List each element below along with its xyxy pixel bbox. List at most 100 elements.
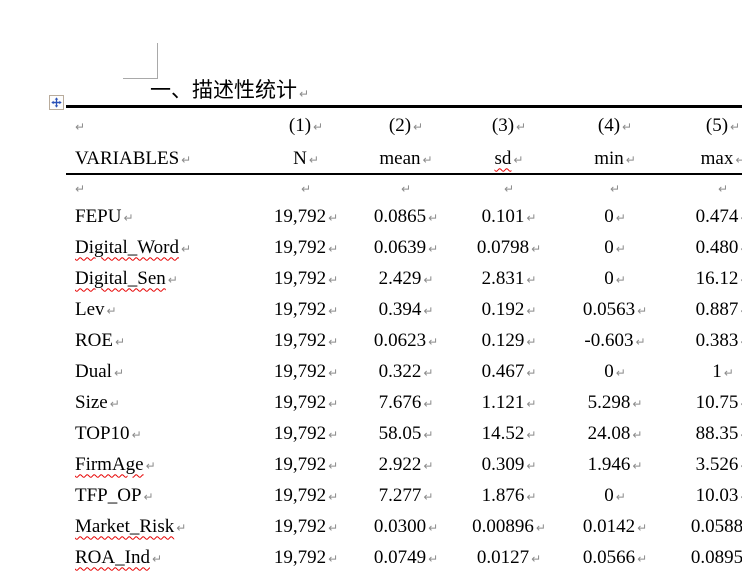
- cell-end-mark-icon: ↵: [535, 520, 546, 535]
- cell-end-mark-icon: ↵: [423, 396, 434, 411]
- cell-end-mark-icon: ↵: [423, 458, 434, 473]
- data-cell: 0.887↵: [668, 299, 742, 321]
- cell-end-mark-icon: ↵: [423, 427, 434, 442]
- cell-value: min: [594, 147, 624, 169]
- cell-value: 7.277: [378, 484, 422, 506]
- cell-value: 0.00896: [472, 515, 534, 537]
- cell-end-mark-icon: ↵: [413, 120, 424, 134]
- cell-value: 1.876: [481, 484, 525, 506]
- cell-value: 0: [604, 267, 614, 289]
- data-cell: 2.922 ↵: [356, 454, 456, 476]
- cell-end-mark-icon: ↵: [615, 210, 626, 225]
- data-cell: 0.0566 ↵: [562, 547, 668, 569]
- cell-end-mark-icon: ↵: [740, 486, 742, 508]
- row-label-cell: Market_Risk ↵: [66, 516, 256, 538]
- cell-value: 1: [712, 360, 722, 382]
- data-cell: 19,792 ↵: [256, 454, 356, 476]
- descriptive-stats-table[interactable]: ↵ (1) ↵ (2) ↵ (3) ↵ (4) ↵ (5) ↵ VARIABLES ↵ N ↵ mean ↵ sd…: [66, 105, 742, 573]
- row-label-text: TFP_OP: [75, 484, 142, 506]
- cell-end-mark-icon: ↵: [526, 427, 537, 442]
- cell-end-mark-icon: ↵: [308, 152, 319, 167]
- cell-value: 0.101: [481, 205, 525, 227]
- data-cell: 1.876 ↵: [456, 485, 562, 507]
- cell-value: 0.0798: [476, 236, 530, 258]
- table-row: ROA_Ind ↵ 19,792 ↵ 0.0749 ↵ 0.0127 ↵ 0.0566 ↵ 0.08…: [66, 542, 742, 573]
- table-row: TOP10↵19,792↵58.05↵14.52↵24.08↵88.35↵: [66, 418, 742, 449]
- cell-end-mark-icon: ↵: [328, 210, 339, 225]
- data-cell: 19,792 ↵: [256, 299, 356, 321]
- cell-end-mark-icon: ↵: [637, 551, 648, 566]
- row-label-cell: Digital_Word ↵: [66, 237, 256, 259]
- table-row: ROE↵19,792↵0.0623↵0.129↵-0.603↵0.383↵: [66, 325, 742, 356]
- row-label-text: Lev: [75, 298, 105, 320]
- cell-end-mark-icon: ↵: [740, 331, 742, 353]
- row-label-text: FirmAge: [75, 453, 144, 475]
- cell-end-mark-icon: ↵: [615, 489, 626, 504]
- data-cell: 7.277 ↵: [356, 485, 456, 507]
- cell-end-mark-icon: ↵: [740, 393, 742, 415]
- cell-end-mark-icon: ↵: [423, 489, 434, 504]
- cell-value: 2.429: [378, 267, 422, 289]
- data-cell: 0.467 ↵: [456, 361, 562, 383]
- table-row: Digital_Sen↵19,792↵2.429↵2.831↵0↵16.12↵: [66, 263, 742, 294]
- cell-end-mark-icon: ↵: [428, 334, 439, 349]
- cell-end-mark-icon: ↵: [526, 365, 537, 380]
- data-cell: 0.0127 ↵: [456, 547, 562, 569]
- data-cell: 0.0563 ↵: [562, 299, 668, 321]
- cell-end-mark-icon: ↵: [503, 182, 515, 196]
- cell-value: 0.887: [695, 298, 739, 320]
- data-cell: 0.383↵: [668, 330, 742, 352]
- cell-value: 0.0300: [373, 515, 427, 537]
- header-cell: VARIABLES ↵: [66, 148, 256, 170]
- section-heading-text: 一、描述性统计: [150, 78, 297, 102]
- cell-value: 0.0127: [476, 546, 530, 568]
- cell-end-mark-icon: ↵: [428, 241, 439, 256]
- data-cell: 0.0142 ↵: [562, 516, 668, 538]
- data-cell: 0.0639 ↵: [356, 237, 456, 259]
- row-label-cell: FEPU ↵: [66, 206, 256, 228]
- data-cell: 14.52 ↵: [456, 423, 562, 445]
- cell-end-mark-icon: ↵: [328, 303, 339, 318]
- data-cell: 0.0588↵: [668, 516, 742, 538]
- data-cell: 19,792 ↵: [256, 206, 356, 228]
- data-cell: 0 ↵: [562, 485, 668, 507]
- cell-value: 58.05: [378, 422, 422, 444]
- cell-value: 0.309: [481, 453, 525, 475]
- cell-end-mark-icon: ↵: [423, 365, 434, 380]
- data-cell: 19,792 ↵: [256, 547, 356, 569]
- data-cell: 0 ↵: [562, 268, 668, 290]
- cell-value: 0.192: [481, 298, 525, 320]
- cell-end-mark-icon: ↵: [181, 241, 192, 256]
- cell-end-mark-icon: ↵: [131, 427, 142, 442]
- table-row: Dual ↵ 19,792 ↵ 0.322 ↵ 0.467 ↵ 0 ↵ 1 ↵: [66, 356, 742, 387]
- cell-end-mark-icon: ↵: [109, 396, 120, 411]
- header-cell: min ↵: [562, 148, 668, 170]
- cell-value: 1.121: [481, 391, 525, 413]
- cell-end-mark-icon: ↵: [526, 272, 537, 287]
- cell-value: (4): [597, 115, 621, 136]
- cell-value: 14.52: [481, 422, 525, 444]
- cell-value: 19,792: [273, 484, 327, 506]
- cell-value: 2.922: [378, 453, 422, 475]
- row-label-text: Dual: [75, 360, 112, 382]
- cell-value: 0: [604, 236, 614, 258]
- empty-cell: ↵: [356, 177, 456, 199]
- cell-value: 19,792: [273, 236, 327, 258]
- cell-end-mark-icon: ↵: [328, 551, 339, 566]
- cell-value: 0.0865: [373, 205, 427, 227]
- cell-end-mark-icon: ↵: [740, 424, 742, 446]
- cell-end-mark-icon: ↵: [632, 396, 643, 411]
- cell-value: 5.298: [587, 391, 631, 413]
- table-row: Market_Risk ↵ 19,792 ↵ 0.0300 ↵ 0.00896 ↵ 0.0142…: [66, 511, 742, 542]
- data-cell: 10.03↵: [668, 485, 742, 507]
- row-label-cell: ROA_Ind ↵: [66, 547, 256, 569]
- cell-value: (3): [491, 115, 515, 136]
- table-move-handle[interactable]: [49, 95, 64, 110]
- data-cell: 0.394 ↵: [356, 299, 456, 321]
- row-label-text: Digital_Sen: [75, 267, 166, 289]
- cell-end-mark-icon: ↵: [328, 334, 339, 349]
- table-row: Digital_Word ↵ 19,792 ↵ 0.0639 ↵ 0.0798 ↵ 0 ↵ 0.48…: [66, 232, 742, 263]
- cell-value: 0.0623: [373, 329, 427, 351]
- data-cell: 0.00896 ↵: [456, 516, 562, 538]
